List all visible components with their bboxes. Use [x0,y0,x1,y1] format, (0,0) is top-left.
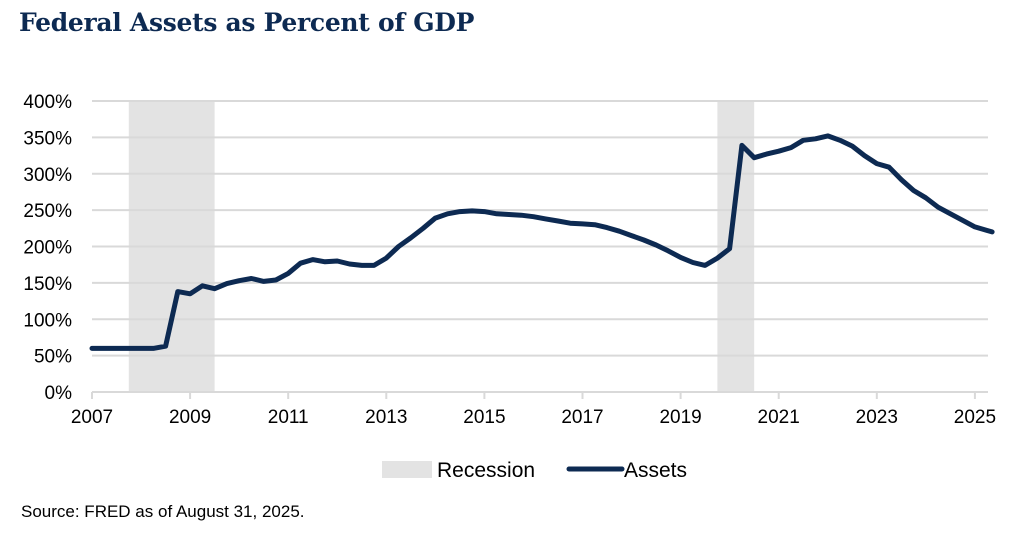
legend: Recession Assets [382,459,687,482]
x-tick-label: 2013 [365,407,407,428]
y-tick-label: 200% [23,238,72,259]
y-axis-labels: 0% 50% 100% 150% 200% 250% 300% 350% 400% [23,92,72,404]
y-tick-label: 150% [23,274,72,295]
x-tick-label: 2025 [954,407,996,428]
x-axis-labels: 2007 2009 2011 2013 2015 2017 2019 2021 2023 2025 [71,407,996,428]
y-tick-label: 300% [23,165,72,186]
y-tick-label: 50% [34,347,72,368]
chart-title: Federal Assets as Percent of GDP [19,8,475,37]
legend-swatch-recession [382,461,432,478]
source-note: Source: FRED as of August 31, 2025. [21,502,305,521]
x-tick-label: 2007 [71,407,113,428]
gridlines [92,100,988,357]
x-tick-label: 2015 [463,407,505,428]
y-tick-label: 350% [23,128,72,149]
legend-label-assets: Assets [624,459,687,482]
x-tick-label: 2011 [268,407,309,428]
legend-label-recession: Recession [437,459,535,482]
y-tick-label: 400% [23,92,72,113]
x-tick-label: 2021 [758,407,800,428]
series-assets [89,133,995,351]
x-tick-label: 2019 [659,407,701,428]
x-tick-label: 2009 [169,407,211,428]
x-axis [91,391,988,399]
y-tick-label: 250% [23,201,72,222]
y-tick-label: 100% [23,310,72,331]
series-line-assets [89,133,995,351]
x-tick-label: 2017 [561,407,603,428]
y-tick-label: 0% [45,383,73,404]
x-tick-label: 2023 [856,407,898,428]
